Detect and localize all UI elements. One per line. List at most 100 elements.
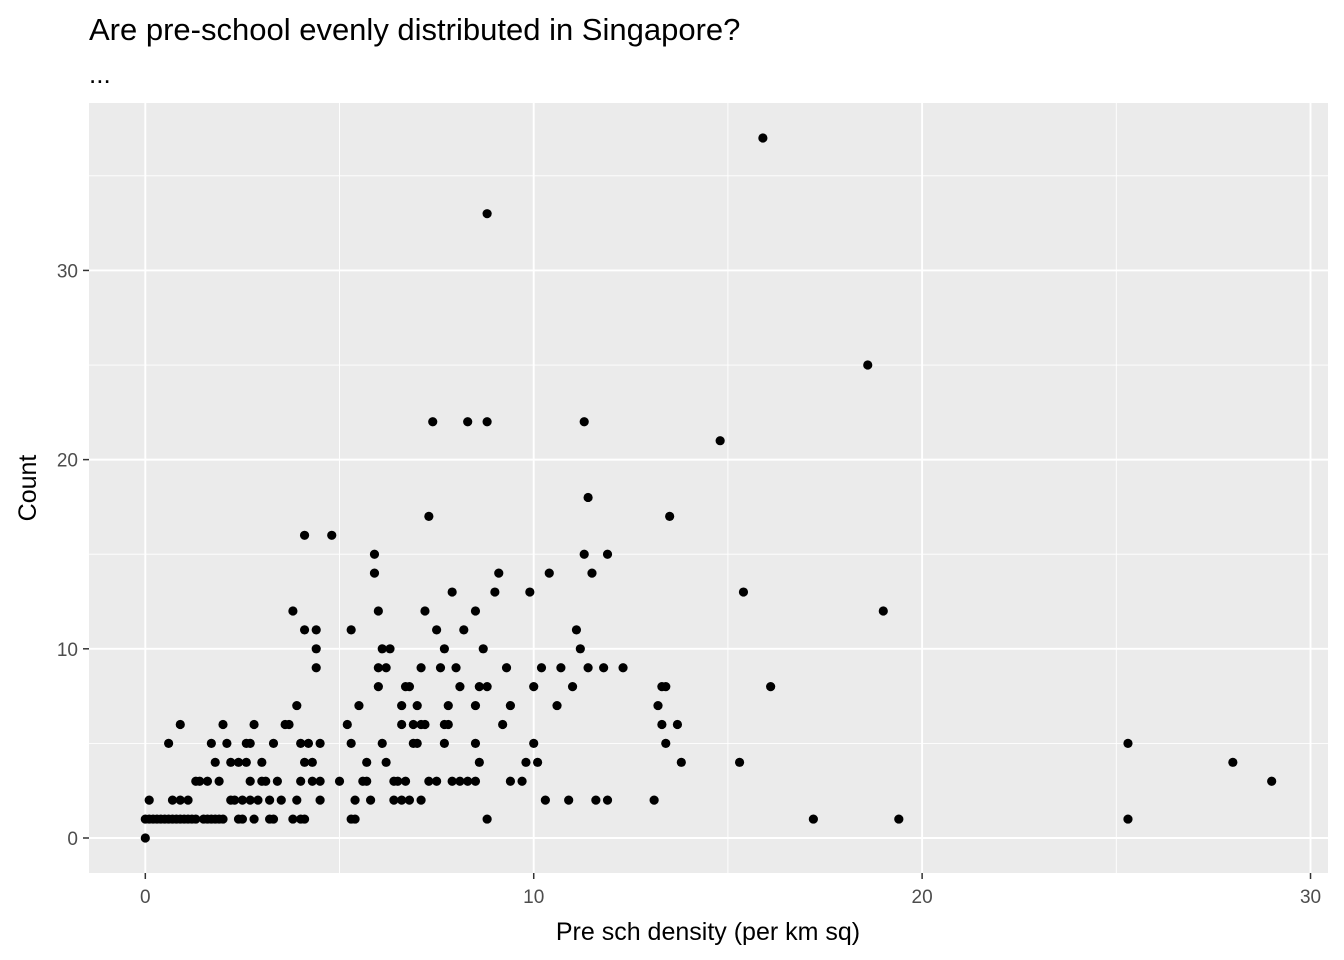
data-point bbox=[245, 795, 255, 805]
data-point bbox=[268, 814, 279, 824]
data-point bbox=[738, 587, 749, 597]
data-point bbox=[272, 776, 282, 786]
data-point bbox=[529, 682, 539, 692]
data-point bbox=[734, 757, 745, 767]
data-point bbox=[439, 644, 449, 654]
data-point bbox=[261, 776, 271, 786]
data-point bbox=[894, 814, 904, 824]
data-point bbox=[579, 549, 589, 559]
data-point bbox=[362, 757, 372, 767]
data-point bbox=[408, 719, 418, 730]
data-point bbox=[1267, 776, 1277, 786]
data-point bbox=[284, 719, 294, 730]
data-point bbox=[1123, 738, 1133, 749]
data-point bbox=[276, 795, 286, 805]
data-point bbox=[533, 757, 543, 767]
data-point bbox=[191, 814, 201, 824]
data-point bbox=[218, 814, 228, 824]
x-axis-ticks: 0 10 20 30 bbox=[140, 873, 1321, 908]
data-point bbox=[443, 700, 453, 711]
data-point bbox=[443, 719, 453, 730]
data-point bbox=[808, 814, 818, 824]
data-point bbox=[1228, 757, 1238, 767]
data-point bbox=[164, 738, 174, 749]
data-point bbox=[544, 568, 554, 578]
data-point bbox=[657, 719, 667, 730]
chart-title: Are pre-school evenly distributed in Sin… bbox=[89, 12, 740, 47]
data-point bbox=[439, 738, 449, 749]
data-point bbox=[377, 644, 387, 654]
data-point bbox=[428, 417, 438, 427]
data-point bbox=[237, 814, 248, 824]
data-point bbox=[292, 700, 302, 711]
data-point bbox=[369, 549, 380, 559]
data-point bbox=[241, 757, 251, 767]
data-point bbox=[878, 606, 888, 616]
data-point bbox=[265, 795, 275, 805]
data-point bbox=[463, 776, 473, 786]
data-point bbox=[362, 776, 372, 786]
data-point bbox=[299, 757, 310, 767]
data-point bbox=[591, 795, 601, 805]
x-tick-label: 30 bbox=[1300, 887, 1321, 908]
data-point bbox=[257, 757, 267, 767]
data-point bbox=[144, 795, 154, 805]
data-point bbox=[334, 776, 345, 786]
y-axis-title: Count bbox=[14, 455, 42, 522]
data-point bbox=[296, 738, 306, 749]
data-point bbox=[342, 719, 352, 730]
data-point bbox=[583, 663, 593, 673]
data-point bbox=[296, 776, 306, 786]
data-point bbox=[249, 814, 259, 824]
data-point bbox=[529, 738, 539, 749]
data-point bbox=[253, 795, 263, 805]
data-point bbox=[311, 663, 321, 673]
data-points bbox=[140, 133, 1277, 843]
data-point bbox=[404, 682, 415, 692]
data-point bbox=[288, 606, 298, 616]
y-tick-label: 20 bbox=[57, 451, 78, 472]
data-point bbox=[676, 757, 686, 767]
data-point bbox=[397, 795, 407, 805]
data-point bbox=[672, 719, 683, 730]
data-point bbox=[416, 663, 426, 673]
data-point bbox=[299, 530, 310, 540]
data-point bbox=[230, 795, 240, 805]
y-tick-label: 30 bbox=[57, 261, 78, 282]
data-point bbox=[587, 568, 597, 578]
data-point bbox=[564, 795, 574, 805]
x-tick-label: 20 bbox=[912, 887, 933, 908]
data-point bbox=[521, 757, 531, 767]
data-point bbox=[404, 795, 415, 805]
data-point bbox=[494, 568, 504, 578]
data-point bbox=[373, 682, 383, 692]
data-point bbox=[292, 795, 302, 805]
data-point bbox=[661, 738, 671, 749]
data-point bbox=[369, 568, 380, 578]
data-point bbox=[311, 644, 321, 654]
data-point bbox=[432, 625, 442, 635]
data-point bbox=[381, 663, 391, 673]
x-tick-label: 0 bbox=[140, 887, 151, 908]
data-point bbox=[288, 814, 298, 824]
data-point bbox=[602, 795, 613, 805]
data-point bbox=[505, 700, 516, 711]
data-point bbox=[498, 719, 508, 730]
data-point bbox=[579, 417, 589, 427]
data-point bbox=[536, 663, 547, 673]
chart-subtitle: ... bbox=[89, 59, 111, 89]
data-point bbox=[195, 776, 205, 786]
data-point bbox=[599, 663, 609, 673]
data-point bbox=[210, 757, 220, 767]
data-point bbox=[377, 738, 387, 749]
data-point bbox=[447, 587, 457, 597]
data-point bbox=[424, 776, 434, 786]
data-point bbox=[412, 738, 422, 749]
data-point bbox=[397, 700, 407, 711]
data-point bbox=[463, 417, 473, 427]
data-point bbox=[420, 719, 430, 730]
data-point bbox=[175, 795, 185, 805]
data-point bbox=[470, 700, 481, 711]
data-point bbox=[385, 644, 395, 654]
